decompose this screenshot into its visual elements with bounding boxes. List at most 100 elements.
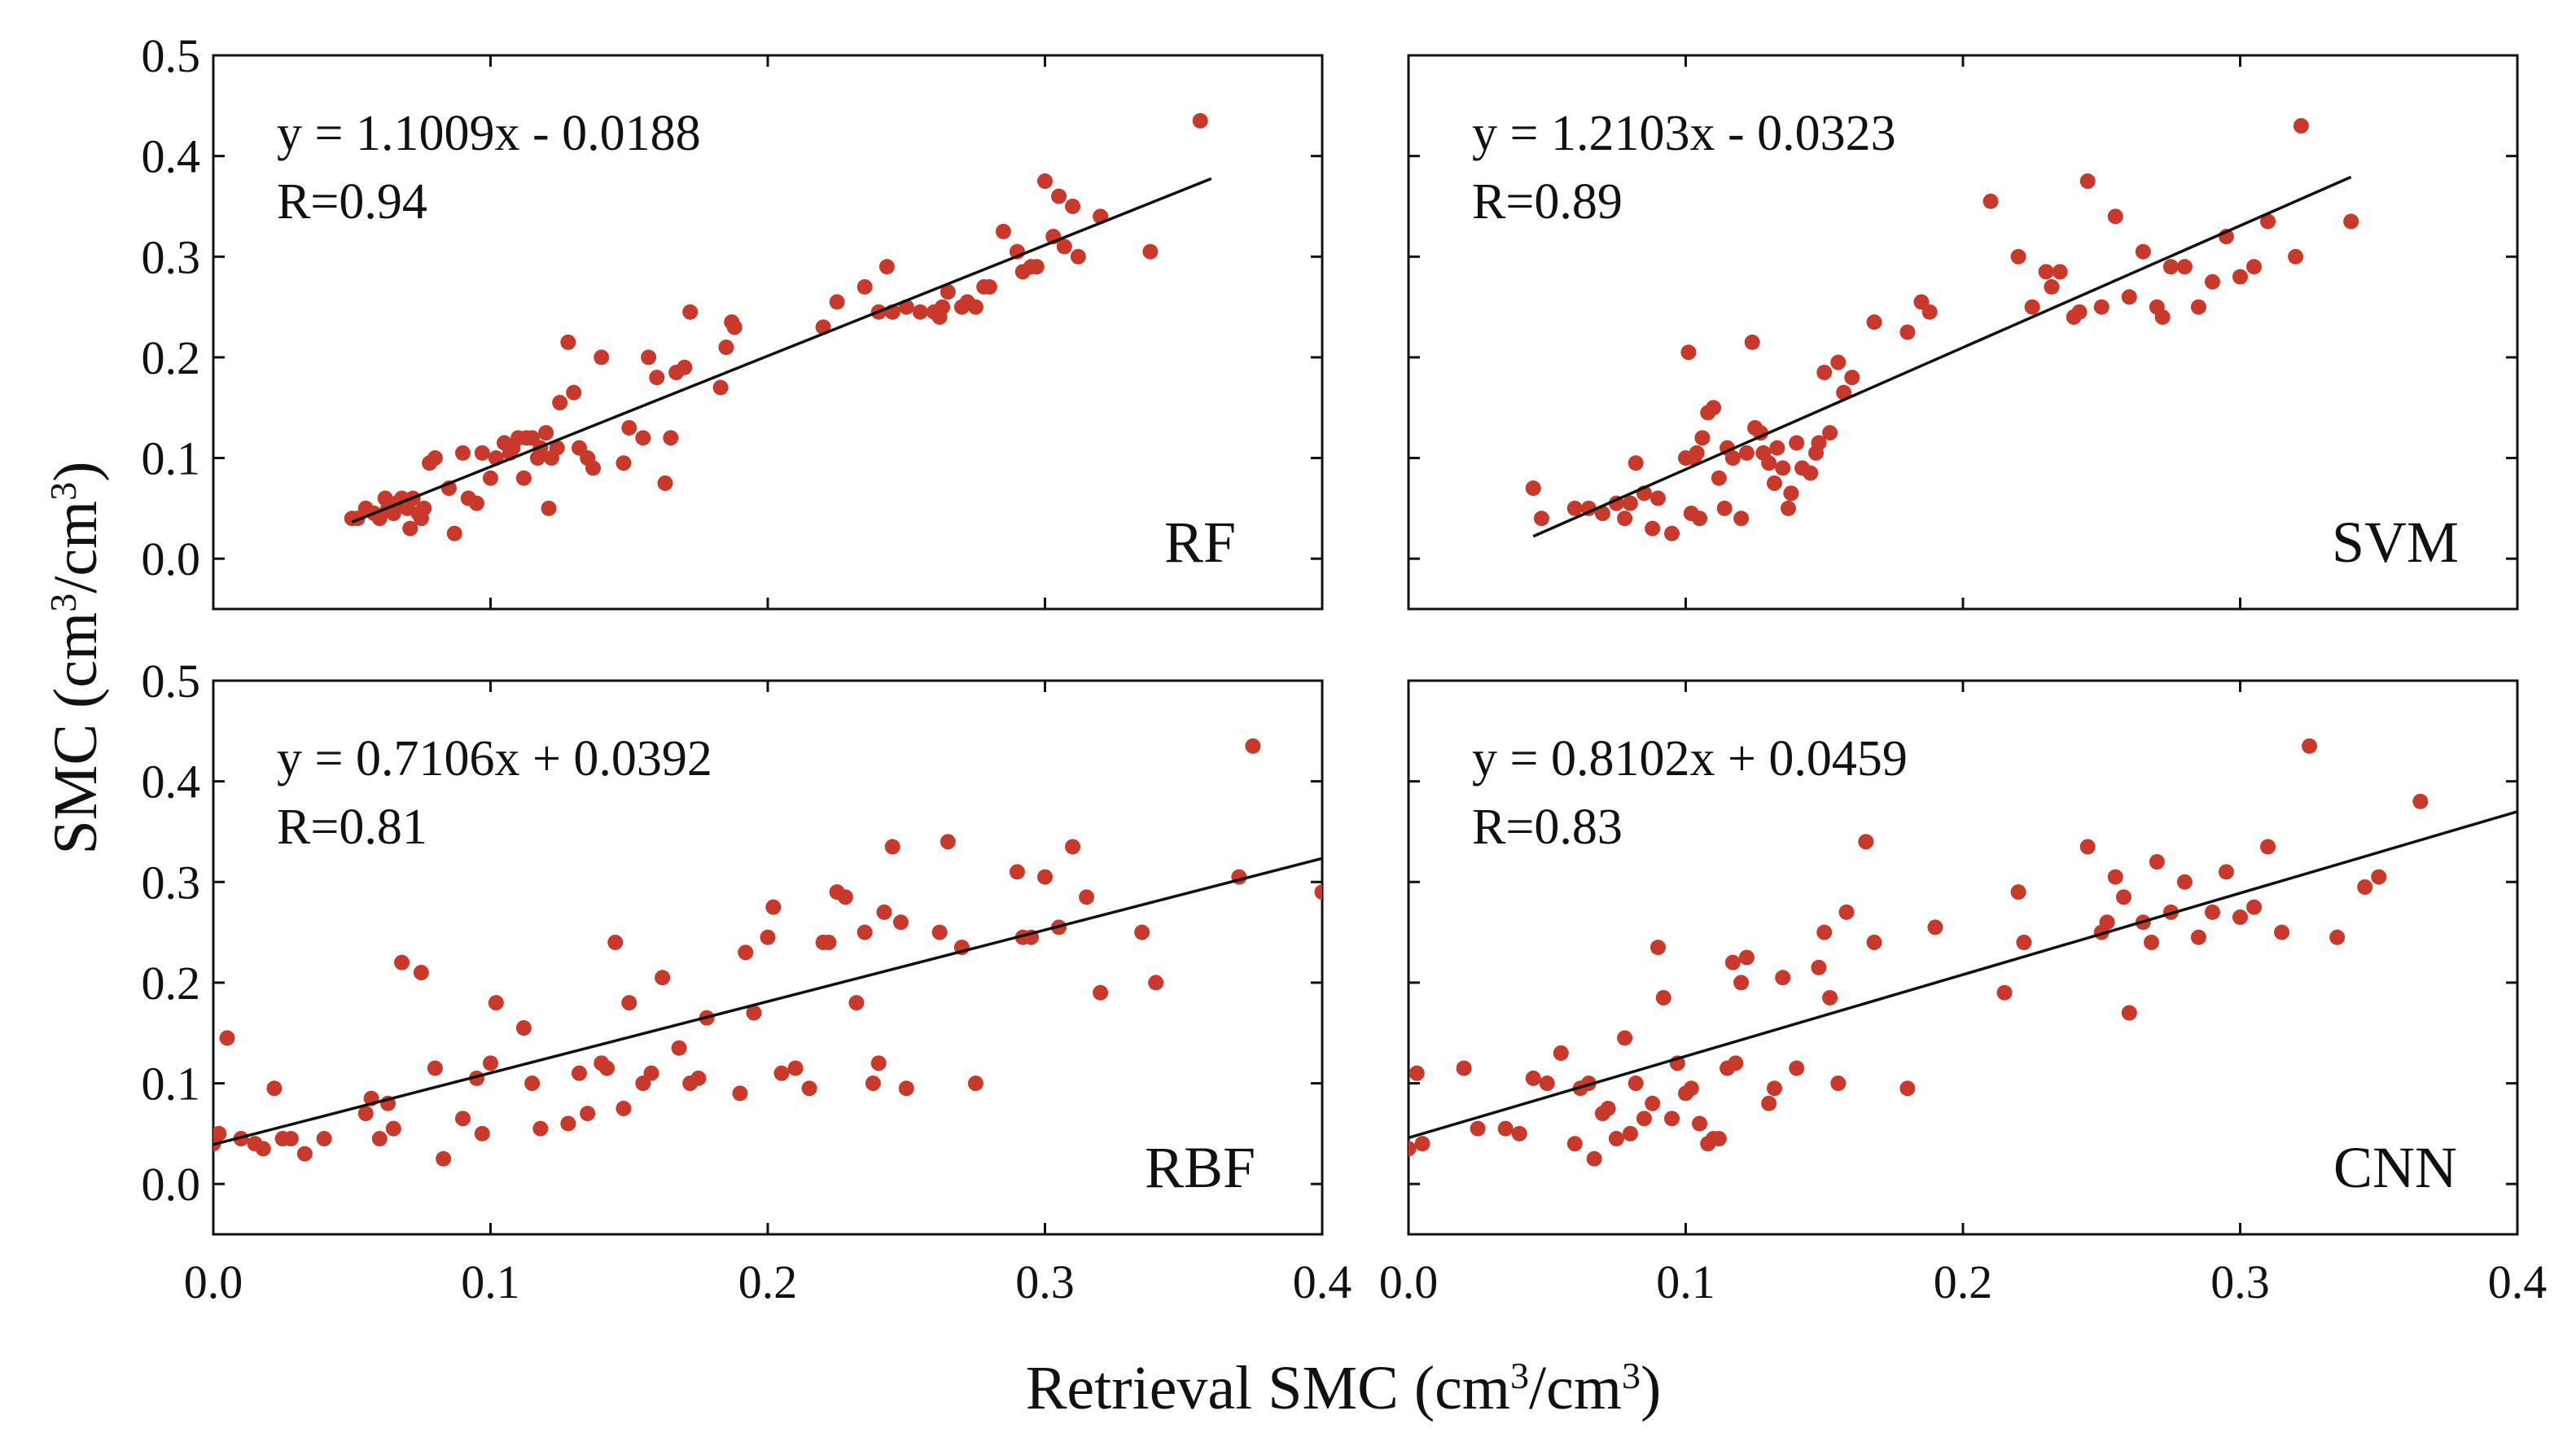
- data-point: [995, 223, 1011, 239]
- data-point: [1586, 1150, 1602, 1167]
- data-point: [726, 319, 743, 335]
- data-point: [1761, 1095, 1777, 1111]
- data-point: [1525, 480, 1541, 497]
- data-point: [1617, 510, 1633, 527]
- data-point: [865, 1076, 881, 1092]
- data-point: [892, 914, 909, 931]
- data-point: [1811, 435, 1827, 451]
- data-point: [1816, 924, 1833, 940]
- data-point: [2274, 924, 2290, 940]
- data-point: [2288, 248, 2304, 265]
- data-point: [1600, 1100, 1616, 1116]
- data-point: [935, 299, 951, 315]
- y-tick-label: 0.1: [142, 432, 201, 485]
- data-point: [1566, 500, 1583, 516]
- data-point: [1414, 1136, 1430, 1152]
- data-point: [1711, 1131, 1727, 1147]
- data-point: [2260, 839, 2276, 855]
- data-point: [1683, 1080, 1699, 1097]
- data-point: [1724, 954, 1741, 971]
- x-tick-label: 0.1: [461, 1255, 520, 1308]
- model-label: RBF: [1145, 1135, 1255, 1200]
- data-point: [712, 379, 729, 396]
- y-tick-label: 0.2: [142, 331, 201, 384]
- data-point: [436, 1150, 452, 1167]
- y-tick-label: 0.3: [142, 856, 201, 909]
- data-point: [2176, 874, 2193, 890]
- panel-cnn: 0.0 0.1 0.2 0.3 0.4 y = 0.8102x + 0.0459 R=0.8…: [1379, 679, 2547, 1308]
- y-axis-title: SMC (cm3/cm3): [42, 462, 110, 855]
- panel-svm: y = 1.2103x - 0.0323 R=0.89 SVM: [1407, 54, 2519, 611]
- y-tick-label: 0.5: [142, 29, 201, 82]
- data-point: [635, 430, 651, 446]
- data-point: [1899, 1080, 1916, 1097]
- data-point: [560, 334, 576, 350]
- y-tick-label: 0.1: [142, 1058, 201, 1111]
- data-point: [1649, 490, 1666, 506]
- data-point: [2232, 269, 2248, 285]
- data-point: [616, 455, 632, 471]
- data-point: [1692, 1115, 1708, 1132]
- x-tick-label: 0.2: [1934, 1255, 1993, 1308]
- data-point: [967, 1076, 984, 1092]
- data-point: [213, 1125, 227, 1141]
- plot-area-cnn: [1408, 738, 2517, 1167]
- data-point: [1051, 188, 1067, 204]
- data-point: [1783, 485, 1799, 502]
- data-point: [1775, 460, 1791, 476]
- data-point: [1769, 440, 1785, 456]
- data-point: [1663, 525, 1680, 541]
- data-point: [940, 834, 956, 850]
- plot-area-svm: [1525, 118, 2359, 541]
- data-point: [1766, 475, 1782, 491]
- data-point: [2246, 259, 2263, 275]
- data-point: [649, 370, 665, 386]
- data-point: [940, 284, 956, 300]
- correlation-label: R=0.94: [277, 174, 427, 230]
- data-point: [1533, 510, 1549, 527]
- x-tick-label: 0.1: [1656, 1255, 1715, 1308]
- data-point: [1645, 520, 1661, 537]
- data-point: [1655, 989, 1671, 1006]
- data-point: [760, 929, 776, 945]
- x-tick-label: 0.3: [1015, 1255, 1075, 1308]
- plot-area-rbf: [213, 738, 1322, 1167]
- data-point: [1553, 1045, 1569, 1061]
- y-tick-label: 0.0: [142, 532, 201, 585]
- y-tick-label: 0.2: [142, 957, 201, 1010]
- data-point: [357, 1106, 374, 1122]
- data-point: [1009, 864, 1025, 880]
- data-point: [1148, 975, 1164, 991]
- data-point: [474, 1125, 490, 1141]
- data-point: [1056, 239, 1072, 255]
- data-point: [2079, 173, 2096, 190]
- data-point: [1628, 1076, 1644, 1092]
- data-point: [876, 904, 892, 920]
- x-tick-label: 0.3: [2210, 1255, 2270, 1308]
- data-point: [2115, 889, 2131, 905]
- data-point: [1037, 173, 1053, 190]
- data-point: [2232, 909, 2248, 926]
- data-point: [621, 995, 637, 1011]
- data-point: [2107, 208, 2123, 225]
- data-point: [1649, 940, 1666, 956]
- data-point: [2357, 879, 2373, 895]
- data-point: [1065, 839, 1081, 855]
- data-point: [2135, 243, 2151, 260]
- data-point: [1724, 450, 1741, 467]
- x-axis-title: Retrieval SMC (cm3/cm3): [1026, 1354, 1662, 1422]
- data-point: [1525, 1070, 1541, 1086]
- regression-equation: y = 1.2103x - 0.0323: [1472, 106, 1896, 161]
- data-point: [1899, 324, 1916, 340]
- data-point: [1093, 984, 1109, 1001]
- data-point: [1689, 445, 1705, 461]
- data-point: [641, 349, 657, 366]
- data-point: [2121, 289, 2137, 305]
- data-point: [1789, 1060, 1805, 1076]
- data-point: [616, 1100, 632, 1116]
- data-point: [1566, 1136, 1583, 1152]
- regression-equation: y = 1.1009x - 0.0188: [277, 106, 701, 161]
- regression-line: [1532, 175, 2352, 538]
- y-tick-label: 0.5: [142, 655, 201, 708]
- data-point: [2176, 259, 2193, 275]
